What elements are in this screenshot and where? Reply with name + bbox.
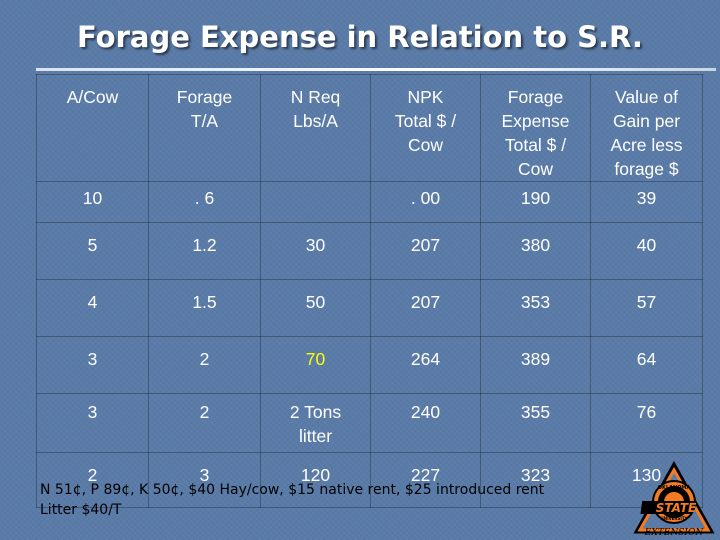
table-row: 10 . 6 . 00 190 39 [36,181,703,223]
table-cell: 240 [370,393,481,453]
title-divider [36,68,716,71]
table-cell: 10 [36,181,149,223]
table-cell: 50 [260,279,371,337]
header-n-req: N Req Lbs/A [260,74,371,182]
table-cell: 3 [36,336,149,394]
table-row: 2 3 120 227 323 130 [36,452,703,508]
table-cell: 2 [36,452,149,508]
table-cell: 389 [480,336,591,394]
logo-text-top: OKLAHOMA [658,485,691,491]
logo-text-main: STATE [656,501,697,515]
table-cell: 1.2 [148,222,261,280]
logo-text-sub: UNIVERSITY [661,516,688,521]
table-cell: 353 [480,279,591,337]
table-cell: 355 [480,393,591,453]
table-cell: 4 [36,279,149,337]
table-cell: 380 [480,222,591,280]
header-a-per-cow: A/Cow [36,74,149,182]
table-cell: 40 [590,222,703,280]
table-cell: 2 Tons litter [260,393,371,453]
table-cell: 207 [370,222,481,280]
table-cell: . 00 [370,181,481,223]
table-cell: 64 [590,336,703,394]
price-footnote: N 51¢, P 89¢, K 50¢, $40 Hay/cow, $15 na… [40,480,640,520]
header-value-of-gain: Value of Gain per Acre less forage $ [590,74,703,182]
table-cell: 57 [590,279,703,337]
table-cell: 2 [148,336,261,394]
header-forage-ta: Forage T/A [148,74,261,182]
table-cell: 5 [36,222,149,280]
table-row: 3 2 70 264 389 64 [36,336,703,394]
table-cell: 1.5 [148,279,261,337]
table-cell: 39 [590,181,703,223]
table-cell: 264 [370,336,481,394]
slide-title: Forage Expense in Relation to S.R. [77,20,643,54]
table-cell: 190 [480,181,591,223]
table-row: 4 1.5 50 207 353 57 [36,279,703,337]
table-cell: 227 [370,452,481,508]
table-row: 3 2 2 Tons litter 240 355 76 [36,393,703,453]
table-cell [260,181,371,223]
logo-text-bottom: EXTENSION [644,528,705,538]
forage-expense-table: A/Cow Forage T/A N Req Lbs/A NPK Total $ / C… [36,74,703,508]
table-cell: 3 [36,393,149,453]
header-npk-total: NPK Total $ / Cow [370,74,481,182]
table-cell: 30 [260,222,371,280]
table-cell: 207 [370,279,481,337]
table-cell: 120 [260,452,371,508]
footnote-line: N 51¢, P 89¢, K 50¢, $40 Hay/cow, $15 na… [40,482,545,498]
header-forage-expense: Forage Expense Total $ / Cow [480,74,591,182]
table-row: 5 1.2 30 207 380 40 [36,222,703,280]
footnote-line: Litter $40/T [40,502,122,518]
osu-extension-logo-icon: OKLAHOMA STATE UNIVERSITY EXTENSION [633,460,715,538]
table-cell: 2 [148,393,261,453]
table-cell: . 6 [148,181,261,223]
highlighted-cell: 70 [260,336,371,394]
table-cell: 76 [590,393,703,453]
